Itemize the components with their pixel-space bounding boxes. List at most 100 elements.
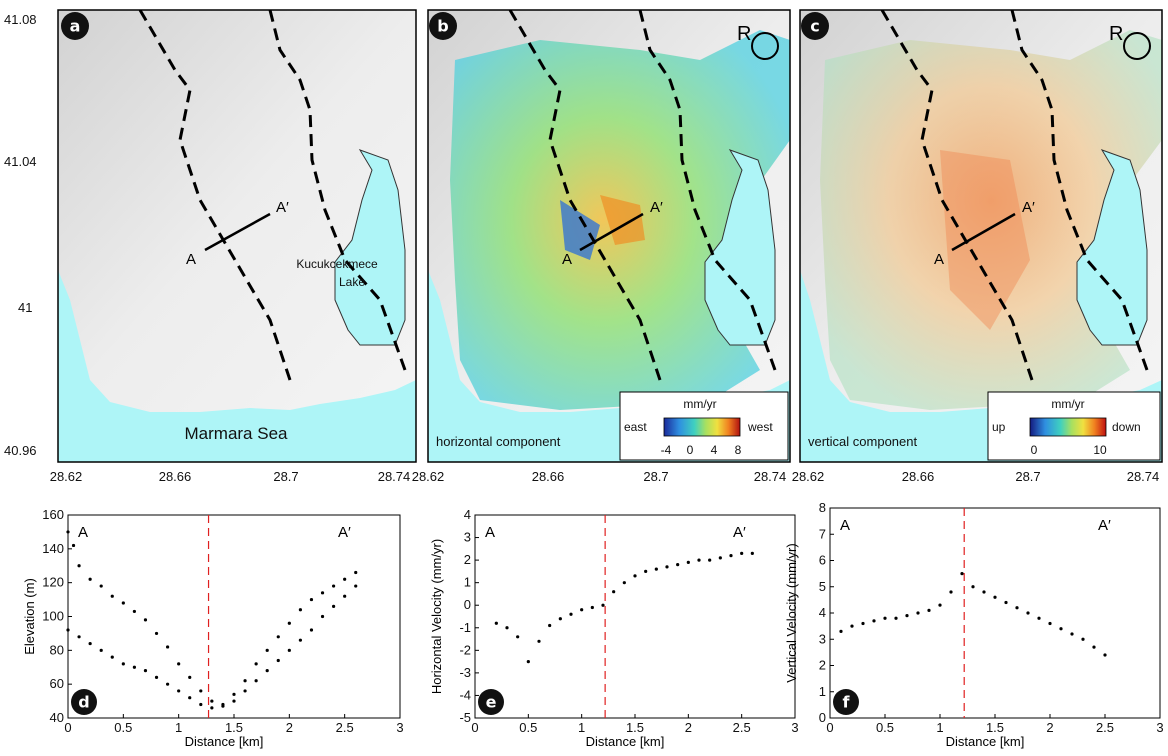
data-point — [232, 692, 236, 696]
colorbar-tick: 8 — [735, 443, 742, 457]
x-tick-label: 1 — [936, 720, 943, 735]
data-point — [916, 611, 920, 615]
reference-circle — [1123, 32, 1151, 60]
lon-tick: 28.7 — [273, 469, 298, 484]
data-point — [332, 604, 336, 608]
data-point — [850, 624, 854, 628]
x-tick-label: 2 — [685, 720, 692, 735]
data-point — [188, 675, 192, 680]
y-axis-label: Horizontal Velocity (mm/yr) — [429, 539, 444, 694]
colorbar-left-label: east — [624, 420, 647, 434]
panel-badge — [478, 689, 504, 715]
data-point — [221, 704, 225, 708]
lake-label: Kucukcekmece — [296, 257, 378, 271]
y-tick-label: 1 — [464, 575, 471, 590]
colorbar-right-label: west — [747, 420, 773, 434]
y-tick-label: -4 — [459, 687, 471, 702]
y-tick-label: 0 — [464, 597, 471, 612]
data-point — [1103, 653, 1107, 657]
colorbar-unit: mm/yr — [1051, 397, 1084, 411]
data-point — [121, 662, 125, 666]
x-tick-label: 1.5 — [225, 720, 243, 735]
data-point — [343, 594, 347, 598]
data-point — [644, 569, 648, 573]
x-tick-label: 3 — [791, 720, 798, 735]
panel-badge — [429, 12, 457, 40]
data-point — [243, 679, 247, 683]
data-point — [99, 648, 103, 652]
data-point — [949, 590, 953, 594]
data-point — [558, 617, 562, 621]
data-point — [143, 669, 148, 673]
x-tick-label: 1.5 — [626, 720, 644, 735]
colorbar-vertical: mm/yr up down 0 10 — [987, 391, 1161, 461]
colorbar-tick: 0 — [1031, 443, 1038, 457]
fault-line — [1010, 10, 1149, 371]
data-point — [1081, 637, 1085, 641]
data-point — [938, 603, 942, 607]
component-label: vertical component — [808, 434, 917, 449]
x-tick-label: 3 — [1156, 720, 1163, 735]
data-point — [993, 595, 997, 599]
data-point — [729, 554, 733, 558]
data-point — [265, 669, 269, 673]
data-point — [1059, 627, 1063, 631]
data-point — [177, 662, 181, 666]
lon-tick: 28.66 — [902, 469, 935, 484]
lon-tick: 28.62 — [792, 469, 825, 484]
velocity-field — [820, 30, 1162, 410]
x-tick-label: 0.5 — [114, 720, 132, 735]
plot-frame — [829, 507, 1161, 719]
data-point — [88, 577, 92, 581]
colorbar-tick: 4 — [711, 443, 718, 457]
data-point — [166, 645, 170, 649]
fault-line — [268, 10, 407, 371]
data-point — [927, 608, 931, 612]
panel-badge — [61, 12, 89, 40]
fault-line — [880, 10, 1034, 381]
lon-tick: 28.74 — [754, 469, 787, 484]
data-point — [494, 621, 498, 625]
profile-end-label: A′ — [650, 199, 663, 216]
y-tick-label: 3 — [819, 631, 826, 646]
data-point — [132, 665, 136, 669]
data-point — [188, 696, 192, 700]
data-point — [718, 556, 722, 560]
data-point — [210, 699, 214, 703]
data-point — [686, 560, 690, 564]
data-point — [1026, 611, 1030, 615]
elevation-profile-chart: 0 0.5 1 1.5 2 2.5 3 40 60 80 100 120 140 160 Distance … — [22, 507, 404, 749]
colorbar-left-label: up — [992, 420, 1006, 434]
data-point — [287, 648, 291, 652]
lake-shape — [334, 149, 406, 346]
land-area — [58, 10, 416, 412]
data-point — [740, 551, 744, 555]
profile-start-label: A — [485, 524, 495, 541]
data-point — [590, 605, 594, 610]
data-point — [354, 570, 358, 575]
data-point — [132, 609, 136, 614]
y-tick-label: 8 — [819, 500, 826, 515]
panel-badge — [801, 12, 829, 40]
data-point — [320, 614, 325, 619]
colorbar-right-label: down — [1112, 420, 1141, 434]
data-point — [1048, 621, 1052, 626]
lat-tick: 41.04 — [4, 154, 37, 169]
lake-label: Lake — [339, 275, 365, 289]
data-point — [309, 628, 314, 632]
x-tick-label: 2.5 — [1096, 720, 1114, 735]
data-point — [298, 608, 302, 612]
data-point — [177, 689, 181, 693]
data-point — [77, 564, 81, 568]
data-point — [154, 675, 159, 680]
reference-circle — [751, 32, 779, 60]
colorbar-tick: 0 — [687, 443, 694, 457]
plot-frame — [474, 514, 796, 719]
reference-label: R — [1109, 23, 1123, 45]
map-panel-c — [800, 10, 1162, 462]
data-point — [154, 631, 159, 636]
data-point — [505, 626, 509, 630]
data-point — [210, 706, 214, 710]
data-point — [121, 601, 125, 605]
x-tick-label: 0.5 — [876, 720, 894, 735]
